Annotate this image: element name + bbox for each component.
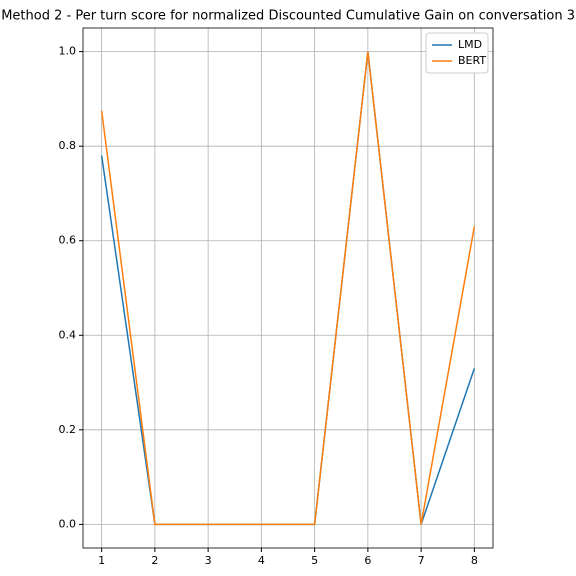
x-tick-label: 6 xyxy=(364,554,371,567)
x-tick-label: 7 xyxy=(418,554,425,567)
x-tick-label: 8 xyxy=(471,554,478,567)
x-tick-label: 1 xyxy=(98,554,105,567)
x-tick-label: 4 xyxy=(258,554,265,567)
x-tick-label: 3 xyxy=(205,554,212,567)
chart-title: Phase 3 Method 2 - Per turn score for no… xyxy=(0,9,575,24)
y-tick-label: 0.6 xyxy=(59,234,77,247)
legend-box xyxy=(425,32,489,74)
x-tick-label: 5 xyxy=(311,554,318,567)
legend-label: LMD xyxy=(458,38,482,51)
legend-label: BERT xyxy=(458,54,486,67)
y-tick-label: 0.0 xyxy=(59,517,77,530)
line-series xyxy=(100,51,476,526)
y-tick-label: 0.4 xyxy=(59,328,77,341)
y-tick-label: 1.0 xyxy=(59,45,77,58)
y-tick-label: 0.2 xyxy=(59,423,77,436)
x-tick-label: 2 xyxy=(151,554,158,567)
plot-frame xyxy=(82,27,494,549)
y-tick-label: 0.8 xyxy=(59,139,77,152)
